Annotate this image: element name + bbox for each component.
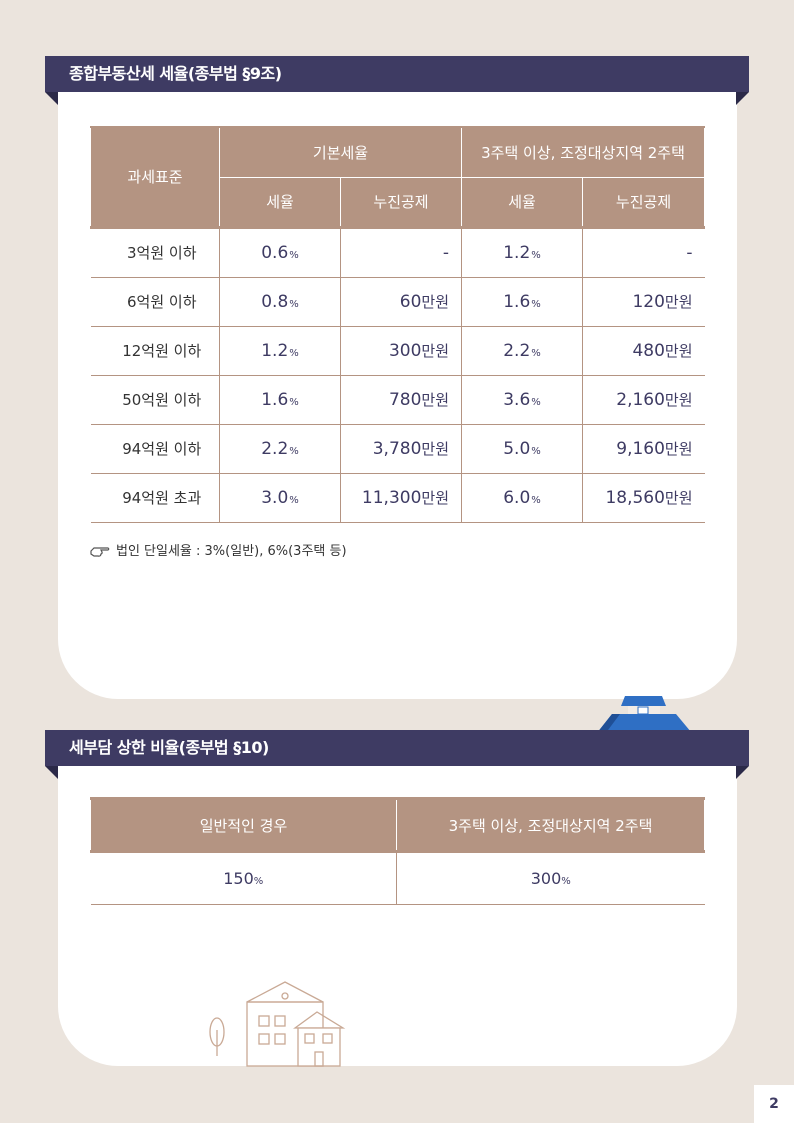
basic-deduction-cell: 780만원 [340, 375, 463, 425]
basic-deduction-cell: 11,300만원 [340, 473, 463, 523]
building-illustration-icon [209, 981, 346, 1067]
multi-rate-cell: 3.6% [461, 375, 584, 425]
header-basic-rate: 기본세율 [218, 126, 463, 178]
banner-fold-left [45, 92, 58, 105]
pointing-hand-icon [90, 546, 110, 557]
table-row: 94억원 초과 3.0% 11,300만원 6.0% 18,560만원 [90, 473, 705, 523]
table-row: 150% 300% [90, 850, 705, 905]
header-rate: 세율 [219, 176, 341, 228]
basic-rate-cell: 0.6% [219, 225, 341, 278]
row-label: 94억원 초과 [90, 473, 220, 523]
multi-cap-cell: 300% [396, 850, 705, 905]
row-label: 12억원 이하 [90, 326, 220, 376]
header-general: 일반적인 경우 [90, 797, 397, 852]
multi-deduction-cell: 480만원 [582, 326, 705, 376]
table-row: 3억원 이하 0.6% - 1.2% - [90, 225, 705, 278]
multi-rate-cell: 1.2% [461, 225, 584, 278]
multi-deduction-cell: - [582, 225, 705, 278]
general-cap-cell: 150% [90, 850, 397, 905]
note-text: 법인 단일세율 : 3%(일반), 6%(3주택 등) [116, 544, 347, 559]
tax-rate-table: 과세표준 기본세율 3주택 이상, 조정대상지역 2주택 세율 누진공제 세율 … [90, 126, 706, 523]
basic-deduction-cell: - [340, 225, 463, 278]
multi-deduction-cell: 9,160만원 [582, 424, 705, 474]
basic-rate-cell: 2.2% [219, 424, 341, 474]
header-rate: 세율 [461, 176, 584, 228]
banner-fold-right [736, 92, 749, 105]
row-label: 3억원 이하 [90, 225, 220, 278]
table-row: 6억원 이하 0.8% 60만원 1.6% 120만원 [90, 277, 705, 327]
basic-rate-cell: 3.0% [219, 473, 341, 523]
basic-rate-cell: 0.8% [219, 277, 341, 327]
banner-fold-right [736, 766, 749, 779]
multi-rate-cell: 1.6% [461, 277, 584, 327]
multi-deduction-cell: 120만원 [582, 277, 705, 327]
header-deduction: 누진공제 [582, 176, 706, 228]
basic-rate-cell: 1.6% [219, 375, 341, 425]
row-label: 50억원 이하 [90, 375, 220, 425]
multi-rate-cell: 2.2% [461, 326, 584, 376]
table-row: 12억원 이하 1.2% 300만원 2.2% 480만원 [90, 326, 705, 376]
header-tax-base: 과세표준 [90, 126, 220, 228]
header-multi-home: 3주택 이상, 조정대상지역 2주택 [461, 126, 706, 178]
header-deduction: 누진공제 [339, 176, 463, 228]
corporate-rate-note: 법인 단일세율 : 3%(일반), 6%(3주택 등) [90, 540, 347, 559]
table-row: 50억원 이하 1.6% 780만원 3.6% 2,160만원 [90, 375, 705, 425]
tax-cap-table: 일반적인 경우 3주택 이상, 조정대상지역 2주택 150% 300% [90, 797, 705, 905]
basic-deduction-cell: 60만원 [340, 277, 463, 327]
header-multi-home: 3주택 이상, 조정대상지역 2주택 [396, 797, 705, 852]
section-title-tax-cap: 세부담 상한 비율(종부법 §10) [45, 730, 749, 766]
basic-deduction-cell: 3,780만원 [340, 424, 463, 474]
page-number: 2 [754, 1085, 794, 1123]
row-label: 94억원 이하 [90, 424, 220, 474]
basic-rate-cell: 1.2% [219, 326, 341, 376]
section-title-tax-rate: 종합부동산세 세율(종부법 §9조) [45, 56, 749, 92]
multi-deduction-cell: 18,560만원 [582, 473, 705, 523]
basic-deduction-cell: 300만원 [340, 326, 463, 376]
multi-rate-cell: 5.0% [461, 424, 584, 474]
multi-deduction-cell: 2,160만원 [582, 375, 705, 425]
row-label: 6억원 이하 [90, 277, 220, 327]
table-row: 94억원 이하 2.2% 3,780만원 5.0% 9,160만원 [90, 424, 705, 474]
banner-fold-left [45, 766, 58, 779]
multi-rate-cell: 6.0% [461, 473, 584, 523]
